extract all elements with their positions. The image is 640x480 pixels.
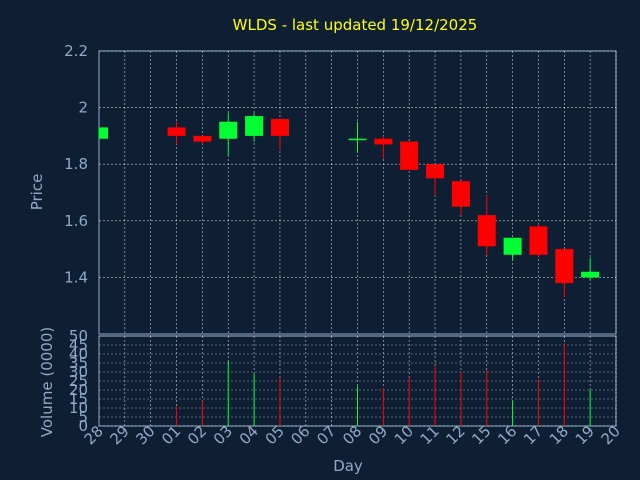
price-tick-label: 1.6 — [64, 212, 88, 230]
volume-tick-label: 5 — [78, 408, 88, 426]
volume-tick-label: 50 — [69, 327, 88, 345]
candle-body — [99, 127, 108, 139]
volume-tick-label: 0 — [78, 417, 88, 435]
candle-body — [503, 237, 522, 255]
volume-tick-label: 35 — [69, 354, 88, 372]
candle-body — [348, 138, 367, 141]
volume-tick-label: 30 — [69, 363, 88, 381]
volume-tick-label: 10 — [69, 399, 88, 417]
candle-body — [581, 271, 600, 278]
volume-axis-label: Volume (0000) — [38, 327, 56, 437]
candle-body — [245, 116, 264, 136]
volume-tick-label: 15 — [69, 390, 88, 408]
candle-body — [426, 164, 445, 179]
candle-body — [529, 226, 548, 255]
candle-body — [400, 141, 419, 170]
volume-tick-label: 40 — [69, 345, 88, 363]
y-axis-label: Price — [28, 174, 46, 211]
x-axis-label: Day — [333, 457, 363, 475]
candle-body — [451, 181, 470, 207]
candle-body — [219, 121, 238, 139]
price-tick-label: 2 — [78, 99, 88, 117]
candle-body — [167, 127, 186, 136]
candle-body — [270, 118, 289, 136]
price-tick-label: 2.2 — [64, 42, 88, 60]
volume-tick-label: 20 — [69, 381, 88, 399]
candle-body — [374, 138, 393, 145]
price-tick-label: 1.8 — [64, 155, 88, 173]
price-tick-label: 1.4 — [64, 268, 88, 286]
chart-title: WLDS - last updated 19/12/2025 — [233, 16, 478, 34]
candle-body — [477, 215, 496, 247]
price-panel: 1.4 1.6 1.8 2 2.2 — [64, 42, 617, 335]
volume-tick-label: 45 — [69, 336, 88, 354]
candle-body — [193, 135, 212, 142]
candle-body — [555, 249, 574, 284]
volume-tick-label: 25 — [69, 372, 88, 390]
